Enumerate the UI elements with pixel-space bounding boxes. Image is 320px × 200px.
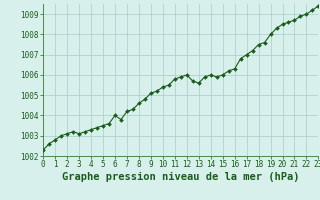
X-axis label: Graphe pression niveau de la mer (hPa): Graphe pression niveau de la mer (hPa) — [62, 172, 300, 182]
